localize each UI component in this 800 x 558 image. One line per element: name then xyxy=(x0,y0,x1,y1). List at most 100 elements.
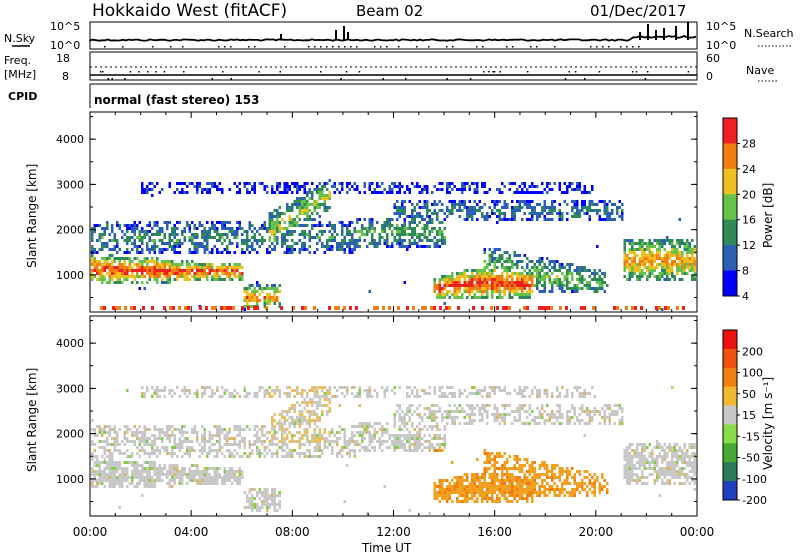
heat-cell xyxy=(659,275,662,278)
heat-cell xyxy=(576,212,579,215)
heat-cell xyxy=(274,509,277,512)
heat-cell xyxy=(309,245,312,248)
heat-cell xyxy=(589,275,592,278)
heat-cell xyxy=(486,278,489,281)
heat-cell xyxy=(154,263,157,266)
heat-cell xyxy=(194,272,197,275)
heat-cell xyxy=(369,437,372,440)
heat-cell xyxy=(329,245,332,248)
heat-cell xyxy=(179,245,182,248)
heat-cell xyxy=(116,482,119,485)
freq-dot xyxy=(100,71,102,73)
heat-cell xyxy=(204,467,207,470)
heat-cell xyxy=(306,410,309,413)
heat-cell xyxy=(421,437,424,440)
heat-cell xyxy=(334,185,337,188)
heat-cell xyxy=(154,482,157,485)
heat-cell xyxy=(369,431,372,434)
heat-cell xyxy=(409,410,412,413)
heat-cell xyxy=(299,248,302,251)
heat-cell xyxy=(449,200,452,203)
heat-cell xyxy=(141,449,144,452)
heat-cell xyxy=(259,488,262,491)
heat-cell xyxy=(316,203,319,206)
heat-cell xyxy=(174,392,177,395)
heat-cell xyxy=(676,263,679,266)
heat-cell xyxy=(494,269,497,272)
heat-cell xyxy=(291,455,294,458)
heat-cell xyxy=(144,470,147,473)
heat-cell xyxy=(436,296,439,299)
heat-cell xyxy=(531,209,534,212)
heat-cell xyxy=(374,437,377,440)
heat-cell xyxy=(454,296,457,299)
heat-cell xyxy=(646,248,649,251)
heat-cell xyxy=(194,242,197,245)
ground-scatter-cell xyxy=(559,306,562,310)
heat-cell xyxy=(274,506,277,509)
heat-cell xyxy=(336,395,339,398)
heat-cell xyxy=(329,434,332,437)
heat-cell xyxy=(251,488,254,491)
heat-cell xyxy=(269,440,272,443)
heat-cell xyxy=(514,191,517,194)
heat-cell xyxy=(394,392,397,395)
heat-cell xyxy=(421,191,424,194)
heat-cell xyxy=(349,248,352,251)
heat-cell xyxy=(141,446,144,449)
heat-cell xyxy=(281,233,284,236)
heat-cell xyxy=(366,245,369,248)
heat-cell xyxy=(439,290,442,293)
heat-cell xyxy=(151,443,154,446)
heat-cell xyxy=(359,191,362,194)
heat-cell xyxy=(659,245,662,248)
heat-cell xyxy=(104,467,107,470)
heat-cell xyxy=(396,434,399,437)
heat-cell xyxy=(241,476,244,479)
heat-cell xyxy=(199,266,202,269)
heat-cell xyxy=(359,389,362,392)
heat-cell xyxy=(409,188,412,191)
ground-scatter-cell xyxy=(667,306,670,310)
heat-cell xyxy=(426,392,429,395)
heat-cell xyxy=(311,386,314,389)
heat-cell xyxy=(134,227,137,230)
heat-cell xyxy=(254,392,257,395)
heat-cell xyxy=(336,452,339,455)
heat-cell xyxy=(131,242,134,245)
heat-cell xyxy=(474,392,477,395)
heat-cell xyxy=(344,239,347,242)
heat-cell xyxy=(196,182,199,185)
heat-cell xyxy=(144,452,147,455)
heat-cell xyxy=(446,278,449,281)
heat-cell xyxy=(341,245,344,248)
heat-cell xyxy=(91,443,94,446)
heat-cell xyxy=(531,212,534,215)
heat-cell xyxy=(301,413,304,416)
heat-cell xyxy=(94,473,97,476)
heat-cell xyxy=(544,290,547,293)
heat-cell xyxy=(134,443,137,446)
heat-cell xyxy=(129,224,132,227)
heat-cell xyxy=(231,266,234,269)
heat-cell xyxy=(174,479,177,482)
heat-cell xyxy=(299,188,302,191)
heat-cell xyxy=(189,182,192,185)
heat-cell xyxy=(489,287,492,290)
heat-cell xyxy=(149,221,152,224)
heat-cell xyxy=(306,224,309,227)
heat-cell xyxy=(311,191,314,194)
heat-cell xyxy=(146,191,149,194)
heat-cell xyxy=(221,188,224,191)
heat-cell xyxy=(444,428,447,431)
heat-cell xyxy=(456,416,459,419)
heat-cell xyxy=(549,275,552,278)
heat-cell xyxy=(231,269,234,272)
heat-cell xyxy=(349,251,352,254)
nsearch-dot xyxy=(284,46,286,48)
freq-dot xyxy=(575,71,577,73)
heat-cell xyxy=(276,212,279,215)
heat-cell xyxy=(114,482,117,485)
heat-cell xyxy=(359,449,362,452)
heat-cell xyxy=(556,275,559,278)
